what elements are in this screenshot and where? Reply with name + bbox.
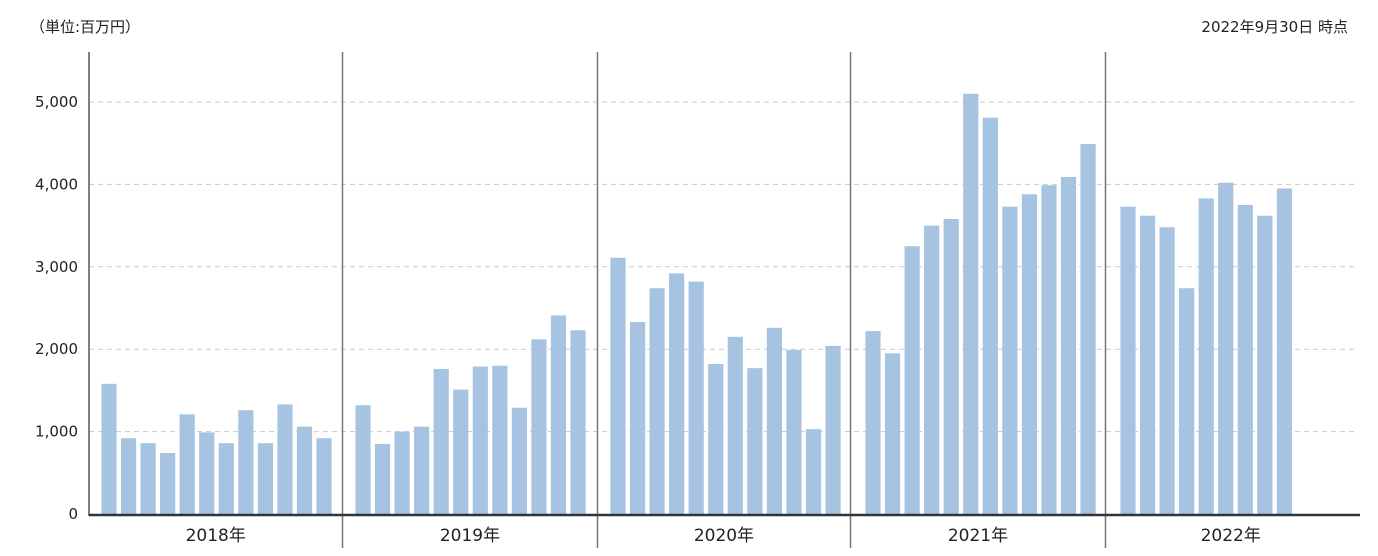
bar: [1060, 176, 1077, 514]
bar: [296, 426, 313, 514]
bar: [884, 353, 901, 514]
bar: [101, 383, 117, 514]
y-tick-label: 2,000: [35, 340, 78, 358]
bar: [179, 414, 195, 514]
bar: [414, 426, 430, 514]
bars-layer: [101, 93, 1292, 515]
bar: [1041, 185, 1057, 514]
y-tick-label: 5,000: [35, 93, 78, 111]
x-category-label: 2018年: [186, 526, 246, 546]
bar: [492, 365, 508, 514]
bar: [218, 443, 234, 514]
bar: [550, 315, 567, 514]
bar: [355, 405, 371, 514]
bar: [433, 368, 449, 514]
bar: [374, 443, 391, 514]
x-category-label: 2020年: [694, 526, 754, 546]
bar: [120, 438, 137, 514]
bar: [669, 273, 685, 514]
x-category-label: 2019年: [440, 526, 500, 546]
bar: [963, 93, 979, 514]
bar: [904, 246, 920, 514]
bar: [747, 368, 763, 514]
unit-label: （単位:百万円）: [30, 18, 141, 36]
bar: [1179, 288, 1195, 514]
bar: [277, 404, 293, 514]
bar: [943, 219, 959, 514]
y-tick-label: 1,000: [35, 423, 78, 441]
bar: [1276, 188, 1292, 514]
y-tick-label: 0: [68, 505, 78, 523]
bar: [982, 117, 998, 514]
bar: [316, 438, 332, 514]
bar: [1159, 227, 1175, 515]
bar: [629, 322, 646, 514]
bar: [649, 288, 665, 514]
bar: [1120, 206, 1136, 514]
bar: [453, 389, 469, 514]
bar: [1218, 182, 1234, 514]
bar: [688, 281, 704, 514]
bar: [570, 330, 586, 514]
bar: [766, 327, 782, 514]
bar: [727, 336, 743, 514]
bar: [786, 350, 802, 514]
bar: [199, 432, 215, 514]
bar: [472, 366, 488, 514]
bar: [924, 225, 940, 514]
as-of-date-label: 2022年9月30日 時点: [1201, 18, 1348, 36]
bar: [825, 345, 841, 514]
bar: [1198, 198, 1214, 514]
bar: [394, 431, 410, 514]
y-tick-label: 4,000: [35, 175, 78, 193]
x-axis: 2018年 2019年 2020年 2021年 2022年: [89, 52, 1360, 548]
x-category-label: 2022年: [1201, 526, 1261, 546]
bar: [708, 364, 724, 514]
bar: [1080, 144, 1096, 515]
bar: [1237, 205, 1253, 514]
bar: [610, 257, 626, 514]
bar: [1257, 215, 1273, 514]
bar: [1139, 215, 1156, 514]
bar: [1021, 194, 1037, 514]
bar: [257, 443, 273, 514]
y-tick-label: 3,000: [35, 258, 78, 276]
bar: [865, 331, 881, 514]
bar: [805, 429, 822, 514]
bar: [238, 410, 254, 514]
x-category-label: 2021年: [948, 526, 1008, 546]
bar: [160, 453, 176, 514]
bar: [511, 407, 527, 514]
bar: [1002, 206, 1018, 514]
bar: [140, 443, 156, 514]
bar: [531, 339, 547, 514]
y-axis: 0 1,000 2,000 3,000 4,000 5,000: [35, 52, 90, 523]
